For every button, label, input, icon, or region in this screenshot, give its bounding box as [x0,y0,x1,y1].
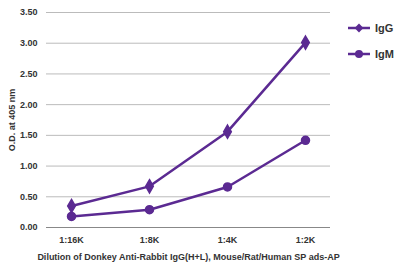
svg-text:1:8K: 1:8K [140,235,160,245]
svg-text:1:16K: 1:16K [59,235,84,245]
svg-text:1.00: 1.00 [20,161,38,171]
svg-text:1:2K: 1:2K [296,235,316,245]
html-text:IgM: IgM [375,48,394,60]
svg-text:3.00: 3.00 [20,38,38,48]
svg-text:2.50: 2.50 [20,69,38,79]
svg-text:1:4K: 1:4K [218,235,238,245]
svg-text:O.D. at 405 nm: O.D. at 405 nm [7,89,17,152]
html-text:IgG: IgG [375,22,394,34]
svg-text:0.50: 0.50 [20,192,38,202]
svg-text:2.00: 2.00 [20,100,38,110]
svg-text:Dilution of Donkey Anti-Rabbit: Dilution of Donkey Anti-Rabbit IgG(H+L),… [37,252,339,262]
svg-text:0.00: 0.00 [20,222,38,232]
svg-text:1.50: 1.50 [20,130,38,140]
svg-text:3.50: 3.50 [20,7,38,17]
